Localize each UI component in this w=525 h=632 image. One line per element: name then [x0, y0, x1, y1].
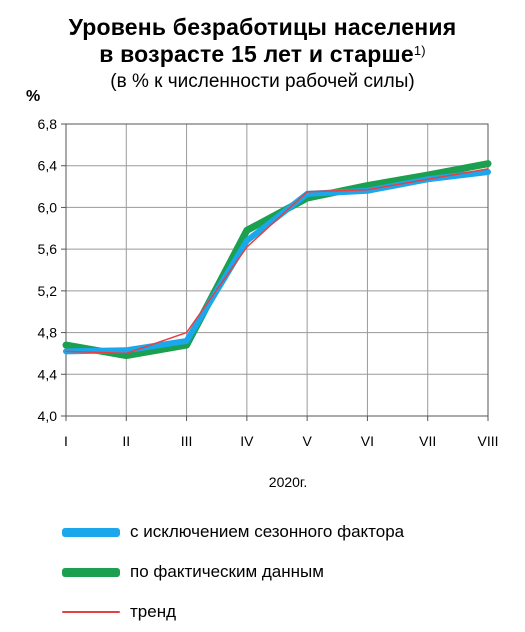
y-tick-label: 5,2	[38, 283, 58, 299]
legend-item-actual: по фактическим данным	[62, 552, 404, 592]
legend-item-seasonal: с исключением сезонного фактора	[62, 512, 404, 552]
x-axis-label: 2020г.	[268, 474, 308, 490]
legend-item-trend: тренд	[62, 592, 404, 632]
legend-label-seasonal: с исключением сезонного фактора	[130, 522, 405, 541]
y-tick-label: 4,0	[38, 408, 58, 424]
x-tick-label: IV	[240, 433, 254, 449]
chart-subtitle: (в % к численности рабочей силы)	[110, 71, 415, 92]
x-tick-label: I	[64, 433, 68, 449]
legend-label-trend: тренд	[130, 602, 177, 621]
x-tick-label: II	[122, 433, 130, 449]
x-tick-label: III	[181, 433, 193, 449]
legend: с исключением сезонного фактора по факти…	[62, 512, 404, 632]
chart-title-line-1: Уровень безработицы населения	[68, 14, 457, 40]
legend-swatch-trend	[62, 611, 120, 613]
y-tick-label: 6,0	[38, 199, 58, 215]
axis-layer	[61, 123, 489, 421]
line-chart: 4,04,44,85,25,66,06,46,8I II III IV V VI VII VI…	[38, 116, 499, 449]
x-tick-label: V	[302, 433, 312, 449]
y-tick-label: 5,6	[38, 241, 58, 257]
x-tick-label: VI	[361, 433, 374, 449]
series-layer	[62, 160, 492, 360]
legend-swatch-seasonal	[62, 527, 120, 537]
chart-title-block: Уровень безработицы населения в возрасте…	[0, 14, 525, 94]
x-tick-label: VIII	[477, 433, 498, 449]
chart-title-line-2-text: в возрасте 15 лет и старше	[99, 41, 414, 67]
series-line-1	[62, 160, 492, 360]
plot-frame	[65, 123, 489, 417]
y-tick-label: 4,8	[38, 325, 58, 341]
tick-label-layer: 4,04,44,85,25,66,06,46,8I II III IV V VI VII VI…	[38, 116, 499, 449]
series-line-2	[65, 168, 489, 355]
grid-layer	[65, 123, 489, 417]
title-footnote-marker: 1)	[413, 43, 426, 58]
chart-title-line-2: в возрасте 15 лет и старше1)	[0, 41, 525, 68]
x-tick-label: VII	[419, 433, 436, 449]
legend-label-actual: по фактическим данным	[130, 562, 324, 581]
legend-swatch-actual	[62, 567, 120, 577]
y-tick-label: 6,8	[38, 116, 58, 132]
y-axis-unit: %	[26, 88, 41, 105]
y-tick-label: 6,4	[38, 158, 58, 174]
series-line-0	[63, 168, 491, 355]
y-tick-label: 4,4	[38, 366, 58, 382]
